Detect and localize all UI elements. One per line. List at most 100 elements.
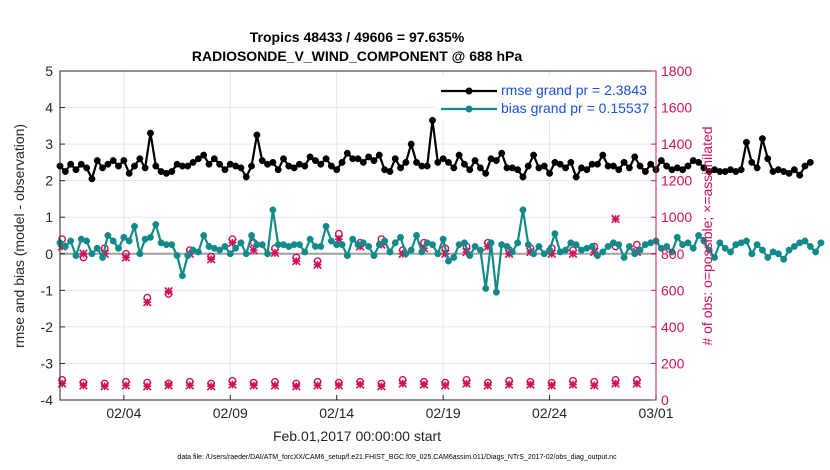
point-rmse <box>93 157 101 165</box>
point-rmse <box>375 151 383 159</box>
obs-assimilated-marker <box>398 379 408 388</box>
point-bias <box>93 244 101 252</box>
point-rmse <box>423 162 431 170</box>
point-rmse <box>391 155 399 163</box>
obs-assimilated-marker <box>79 381 88 390</box>
point-bias <box>530 250 538 258</box>
obs-assimilated-marker <box>504 380 514 389</box>
point-bias <box>327 237 335 245</box>
point-rmse <box>429 116 436 124</box>
point-rmse <box>625 164 633 172</box>
obs-assimilated-marker <box>483 381 493 390</box>
point-rmse <box>546 169 554 177</box>
point-rmse <box>189 158 197 166</box>
point-bias <box>349 235 357 243</box>
point-rmse <box>242 173 250 181</box>
point-bias <box>109 237 117 245</box>
point-bias <box>620 253 628 261</box>
obs-assimilated-marker <box>611 379 620 388</box>
obs-assimilated-marker <box>142 297 152 307</box>
obs-assimilated-marker <box>121 381 131 390</box>
point-bias <box>700 237 708 245</box>
obs-assimilated-marker <box>57 379 67 388</box>
point-rmse <box>647 160 655 168</box>
point-bias <box>551 230 559 238</box>
point-rmse <box>147 129 154 137</box>
point-bias <box>397 233 405 241</box>
y-tick-label-right: 200 <box>661 355 685 371</box>
point-rmse <box>466 166 474 174</box>
x-tick-label: 02/04 <box>106 405 141 421</box>
point-rmse <box>434 158 442 166</box>
point-bias <box>503 243 511 250</box>
legend-marker-bias <box>465 105 473 113</box>
point-bias <box>450 253 458 261</box>
point-bias <box>136 250 144 258</box>
obs-assimilated-marker <box>355 380 365 389</box>
point-bias <box>359 239 367 247</box>
point-rmse <box>657 157 665 165</box>
point-bias <box>758 246 766 254</box>
point-rmse <box>125 169 133 177</box>
y-tick-label-left: 2 <box>45 173 53 189</box>
point-bias <box>232 244 240 252</box>
y-tick-label-right: 1200 <box>661 173 692 189</box>
point-bias <box>184 252 192 260</box>
point-rmse <box>684 162 692 170</box>
x-tick-label: 02/14 <box>319 405 354 421</box>
point-bias <box>663 243 671 250</box>
point-rmse <box>492 157 500 165</box>
point-bias <box>599 248 607 256</box>
point-rmse <box>764 155 772 163</box>
point-rmse <box>269 158 277 166</box>
point-bias <box>391 239 399 247</box>
y-tick-label-right: 1600 <box>661 100 692 116</box>
point-bias <box>546 246 554 254</box>
point-rmse <box>482 169 490 177</box>
point-bias <box>492 288 500 296</box>
point-bias <box>482 285 490 292</box>
y-tick-label-right: 1800 <box>661 63 692 79</box>
point-bias <box>131 222 138 230</box>
point-bias <box>540 250 548 258</box>
series <box>56 116 825 296</box>
point-rmse <box>67 160 75 168</box>
point-bias <box>194 248 202 256</box>
point-rmse <box>168 168 176 175</box>
legend-box <box>436 76 654 120</box>
point-rmse <box>280 155 287 163</box>
point-bias <box>104 232 112 239</box>
y-tick-label-left: 1 <box>45 209 53 225</box>
point-bias <box>120 233 128 241</box>
point-rmse <box>109 157 117 165</box>
point-rmse <box>796 171 804 179</box>
point-bias <box>296 241 303 249</box>
point-rmse <box>290 164 298 172</box>
point-bias <box>471 243 479 250</box>
point-bias <box>748 250 756 258</box>
legend-keys <box>441 87 497 113</box>
point-rmse <box>450 164 458 172</box>
obs-assimilated-marker <box>611 214 620 224</box>
point-rmse <box>785 169 793 177</box>
point-bias <box>716 239 724 247</box>
y-axis-label-left: rmse and bias (model - observation) <box>11 124 27 348</box>
point-bias <box>306 235 314 243</box>
point-rmse <box>540 162 548 170</box>
obs-assimilated-marker <box>334 381 344 390</box>
point-rmse <box>397 164 405 172</box>
y-tick-label-left: -1 <box>41 282 54 298</box>
point-rmse <box>620 158 628 166</box>
point-bias <box>407 246 415 254</box>
point-rmse <box>258 157 266 165</box>
point-rmse <box>460 160 468 168</box>
point-rmse <box>333 166 341 174</box>
point-bias <box>178 272 186 280</box>
point-rmse <box>237 164 245 172</box>
point-bias <box>200 232 208 239</box>
obs-assimilated-marker <box>164 286 173 296</box>
point-bias <box>418 248 426 256</box>
legend-label-bias: bias grand pr = 0.15537 <box>501 100 649 116</box>
obs-assimilated-marker <box>79 249 88 259</box>
